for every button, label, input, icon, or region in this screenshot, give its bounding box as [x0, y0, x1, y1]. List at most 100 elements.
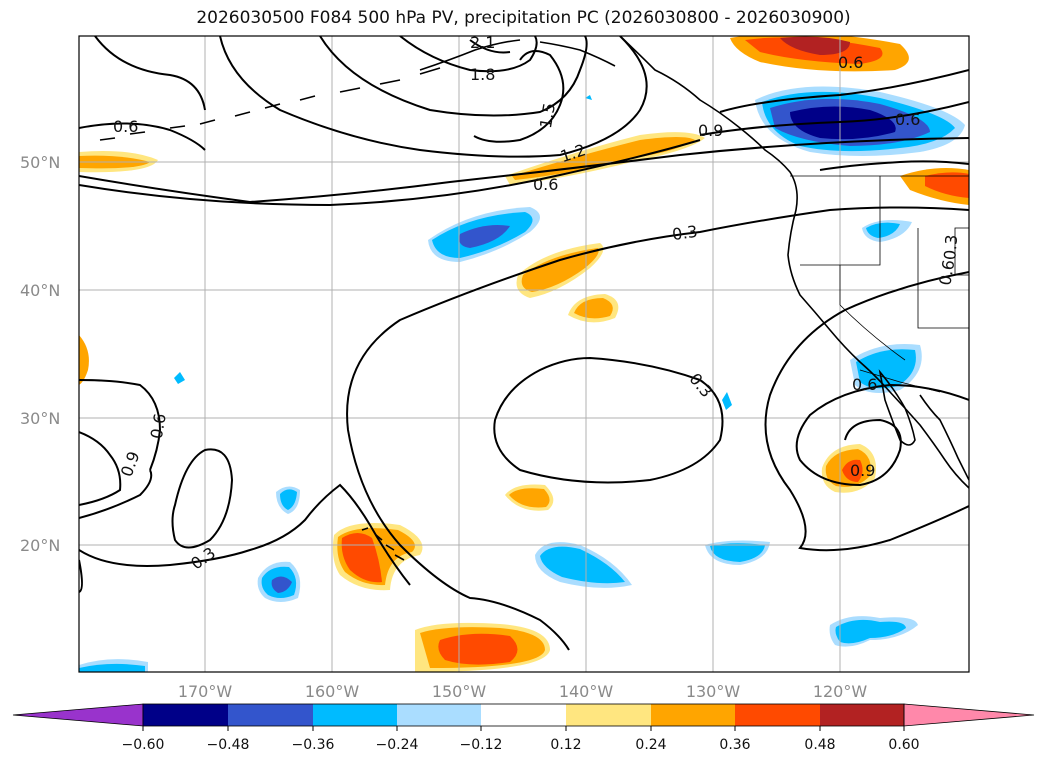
hawaii-islands	[361, 527, 405, 561]
pv-contour-line	[795, 383, 969, 487]
precip-anomaly-positive-max	[842, 459, 863, 482]
contour-label: 0.9	[850, 461, 875, 480]
lon-label-160w: 160°W	[305, 682, 360, 701]
pv-contour-line	[79, 469, 153, 519]
precip-anomaly-positive-max	[438, 633, 518, 665]
colorbar: −0.60 −0.48 −0.36 −0.24 −0.12 0.12 0.24 …	[12, 703, 1035, 753]
figure-title: 2026030500 F084 500 hPa PV, precipitatio…	[196, 8, 851, 28]
pv-contour-line	[346, 206, 969, 651]
lon-label-130w: 130°W	[686, 682, 741, 701]
colorbar-extend-min	[12, 703, 144, 727]
colorbar-tick-label: 0.36	[719, 737, 750, 753]
colorbar-bin-pos-012-024	[566, 704, 651, 726]
pv-contour-line	[79, 379, 162, 471]
state-border	[839, 304, 906, 361]
pv-contour-line	[79, 122, 206, 151]
colorbar-bin-pos-048-060	[820, 704, 904, 726]
lat-label-40n: 40°N	[20, 281, 60, 300]
pv-contour-line	[319, 36, 588, 117]
colorbar-tick-label: −0.36	[292, 737, 335, 753]
contour-label: 0.3	[671, 222, 699, 244]
precip-anomaly-positive	[79, 335, 89, 385]
pv-contour-line	[79, 431, 122, 506]
colorbar-extend-max	[903, 703, 1035, 727]
contour-label: 0.6	[113, 117, 138, 136]
pv-contour-line	[399, 36, 538, 73]
pv-contour-line	[719, 69, 969, 113]
pv-contour-line	[79, 137, 969, 204]
precip-anomaly-positive-core	[509, 488, 550, 508]
colorbar-frame	[142, 703, 905, 727]
contour-label: 0.6	[895, 110, 920, 129]
graticule	[79, 36, 969, 672]
contour-label: 0.6	[935, 258, 958, 286]
pv-contour-line	[94, 36, 206, 111]
contour-label: 0.6	[147, 412, 170, 440]
colorbar-bin-pos-036-048	[735, 704, 820, 726]
precip-anomaly-negative	[585, 95, 592, 100]
colorbar-tick-label: 0.48	[804, 737, 835, 753]
contour-label: 2.1	[470, 33, 495, 52]
pv-contour-line	[764, 271, 969, 552]
colorbar-tick-label: −0.12	[460, 737, 503, 753]
colorbar-ticks	[142, 726, 905, 731]
precip-anomaly-positive-core	[574, 298, 613, 319]
precip-anomaly-negative-strong	[459, 225, 510, 248]
precip-anomaly-negative	[722, 392, 732, 410]
pv-contours	[79, 36, 969, 651]
precip-anomaly-negative-mid	[856, 349, 916, 389]
precip-anomaly-negative	[174, 372, 185, 384]
precip-anomaly-positive-core	[521, 248, 599, 292]
precip-anomaly-negative-mid	[710, 543, 765, 562]
borders	[790, 175, 969, 393]
colorbar-tick-label: −0.24	[376, 737, 419, 753]
precip-anomaly-negative-mid	[866, 222, 900, 238]
precip-anomaly-positive-core	[925, 172, 969, 198]
precip-anomaly-negative-mid	[280, 489, 297, 510]
pv-contour-line	[699, 101, 969, 136]
pv-contour-line	[493, 356, 724, 484]
colorbar-tick-label: −0.60	[122, 737, 165, 753]
mexico-gulf-coast	[919, 394, 969, 481]
precip-anomaly-max	[780, 36, 850, 55]
precip-anomaly-negative-strong	[271, 576, 292, 593]
state-border	[917, 228, 969, 329]
north-america-coastline	[619, 36, 969, 489]
colorbar-tick-label: 0.12	[550, 737, 581, 753]
alaska-coast	[419, 39, 616, 71]
lat-axis: 50°N 40°N 30°N 20°N	[20, 153, 60, 555]
lon-label-120w: 120°W	[813, 682, 868, 701]
colorbar-tick-label: 0.24	[635, 737, 666, 753]
lon-label-170w: 170°W	[178, 682, 233, 701]
colorbar-bin-neg-036-024	[313, 704, 397, 726]
lon-label-140w: 140°W	[559, 682, 614, 701]
colorbar-tick-label: 0.60	[888, 737, 919, 753]
contour-label: 0.6	[533, 175, 558, 194]
contour-label: 0.6	[838, 53, 863, 72]
state-border	[800, 176, 881, 266]
contour-label: 0.9	[698, 121, 723, 140]
pv-contour-line	[219, 36, 648, 158]
colorbar-bin-neg-060-048	[143, 704, 228, 726]
lat-label-20n: 20°N	[20, 536, 60, 555]
lat-label-50n: 50°N	[20, 153, 60, 172]
contour-label: 0.3	[940, 234, 961, 261]
lon-axis: 170°W 160°W 150°W 140°W 130°W 120°W	[178, 682, 868, 701]
pv-contour-line	[171, 448, 234, 549]
colorbar-bin-neg-048-036	[228, 704, 313, 726]
precip-anomaly-negative-mid	[540, 546, 625, 584]
colorbar-bin-pos-024-036	[651, 704, 735, 726]
pv-contour-line	[79, 483, 411, 586]
precip-anomaly-negative-mid	[79, 663, 145, 672]
pv-contour-line	[473, 50, 565, 143]
contour-label: 0.6	[852, 375, 877, 394]
colorbar-bin-neutral	[481, 704, 566, 726]
colorbar-bin-neg-024-012	[397, 704, 481, 726]
map-frame	[78, 35, 970, 673]
pv-contour-line	[819, 160, 969, 171]
coastlines	[99, 36, 969, 561]
state-border	[954, 227, 969, 276]
lat-label-30n: 30°N	[20, 409, 60, 428]
pv-contour-line	[79, 559, 83, 593]
colorbar-tick-label: −0.48	[207, 737, 250, 753]
